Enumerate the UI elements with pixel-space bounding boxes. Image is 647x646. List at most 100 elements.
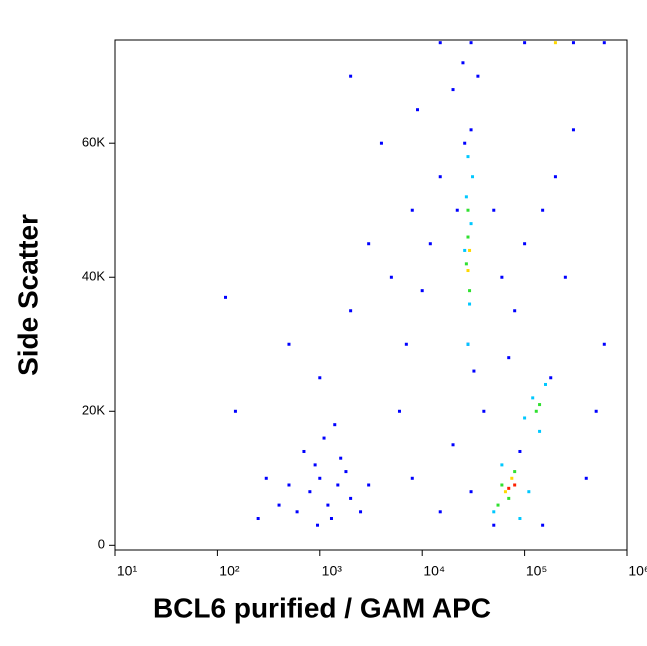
event-point xyxy=(466,342,470,346)
event-point xyxy=(538,429,542,433)
event-point xyxy=(336,483,340,487)
event-point xyxy=(463,141,467,145)
event-point xyxy=(349,496,353,500)
y-axis-label: Side Scatter xyxy=(12,214,43,376)
event-point xyxy=(518,517,522,521)
event-point xyxy=(510,476,514,480)
event-point xyxy=(500,275,504,279)
event-point xyxy=(367,242,371,246)
event-point xyxy=(541,208,545,212)
y-tick-label: 60K xyxy=(82,135,105,150)
event-point xyxy=(527,490,531,494)
event-point xyxy=(287,483,291,487)
event-point xyxy=(344,470,348,474)
event-point xyxy=(496,503,500,507)
event-point xyxy=(224,295,228,299)
event-point xyxy=(492,523,496,527)
event-point xyxy=(277,503,281,507)
event-point xyxy=(571,41,575,45)
event-point xyxy=(233,409,237,413)
event-point xyxy=(451,88,455,92)
event-point xyxy=(531,396,535,400)
event-point xyxy=(318,376,322,380)
event-point xyxy=(264,476,268,480)
event-point xyxy=(534,409,538,413)
event-point xyxy=(333,423,337,427)
event-point xyxy=(287,342,291,346)
event-point xyxy=(476,74,480,78)
event-point xyxy=(538,403,542,407)
event-point xyxy=(469,41,473,45)
event-point xyxy=(416,108,420,112)
event-point xyxy=(256,517,260,521)
event-point xyxy=(523,242,527,246)
y-tick-label: 0 xyxy=(98,537,105,552)
event-point xyxy=(500,463,504,467)
event-point xyxy=(313,463,317,467)
event-point xyxy=(602,342,606,346)
event-point xyxy=(461,61,465,65)
event-point xyxy=(420,289,424,293)
event-point xyxy=(571,128,575,132)
event-point xyxy=(469,222,473,226)
event-point xyxy=(471,175,475,179)
event-point xyxy=(329,517,333,521)
y-tick-label: 40K xyxy=(82,269,105,284)
event-point xyxy=(322,436,326,440)
event-point xyxy=(463,248,467,252)
x-tick-label: 10⁵ xyxy=(526,563,547,579)
event-point xyxy=(466,235,470,239)
event-point xyxy=(513,309,517,313)
y-tick-label: 20K xyxy=(82,403,105,418)
event-point xyxy=(492,208,496,212)
event-point xyxy=(553,175,557,179)
x-tick-label: 10² xyxy=(219,563,240,579)
event-point xyxy=(316,523,320,527)
event-point xyxy=(379,141,383,145)
x-tick-label: 10⁴ xyxy=(423,563,445,579)
event-point xyxy=(503,490,507,494)
event-point xyxy=(594,409,598,413)
plot-frame xyxy=(114,39,628,551)
event-point xyxy=(507,496,511,500)
event-point xyxy=(468,289,472,293)
event-point xyxy=(464,195,468,199)
event-point xyxy=(438,510,442,514)
event-point xyxy=(544,382,548,386)
event-point xyxy=(472,369,476,373)
event-point xyxy=(500,483,504,487)
event-point xyxy=(602,41,606,45)
event-point xyxy=(563,275,567,279)
event-point xyxy=(523,416,527,420)
event-point xyxy=(451,443,455,447)
event-point xyxy=(466,269,470,273)
event-point xyxy=(389,275,393,279)
x-tick-label: 10³ xyxy=(322,563,343,579)
event-point xyxy=(468,248,472,252)
event-point xyxy=(466,155,470,159)
event-point xyxy=(397,409,401,413)
event-point xyxy=(326,503,330,507)
event-point xyxy=(464,262,468,266)
event-point xyxy=(308,490,312,494)
x-tick-label: 10¹ xyxy=(117,563,138,579)
event-point xyxy=(469,128,473,132)
event-point xyxy=(349,309,353,313)
event-point xyxy=(410,208,414,212)
event-point xyxy=(318,476,322,480)
event-point xyxy=(428,242,432,246)
event-point xyxy=(584,476,588,480)
event-point xyxy=(513,470,517,474)
event-point xyxy=(367,483,371,487)
event-point xyxy=(482,409,486,413)
x-tick-label: 10⁶ xyxy=(628,563,647,579)
event-point xyxy=(295,510,299,514)
event-point xyxy=(466,208,470,212)
event-point xyxy=(518,449,522,453)
event-point xyxy=(523,41,527,45)
event-point xyxy=(404,342,408,346)
x-axis-label: BCL6 purified / GAM APC xyxy=(153,592,491,623)
event-point xyxy=(507,486,511,490)
event-point xyxy=(410,476,414,480)
